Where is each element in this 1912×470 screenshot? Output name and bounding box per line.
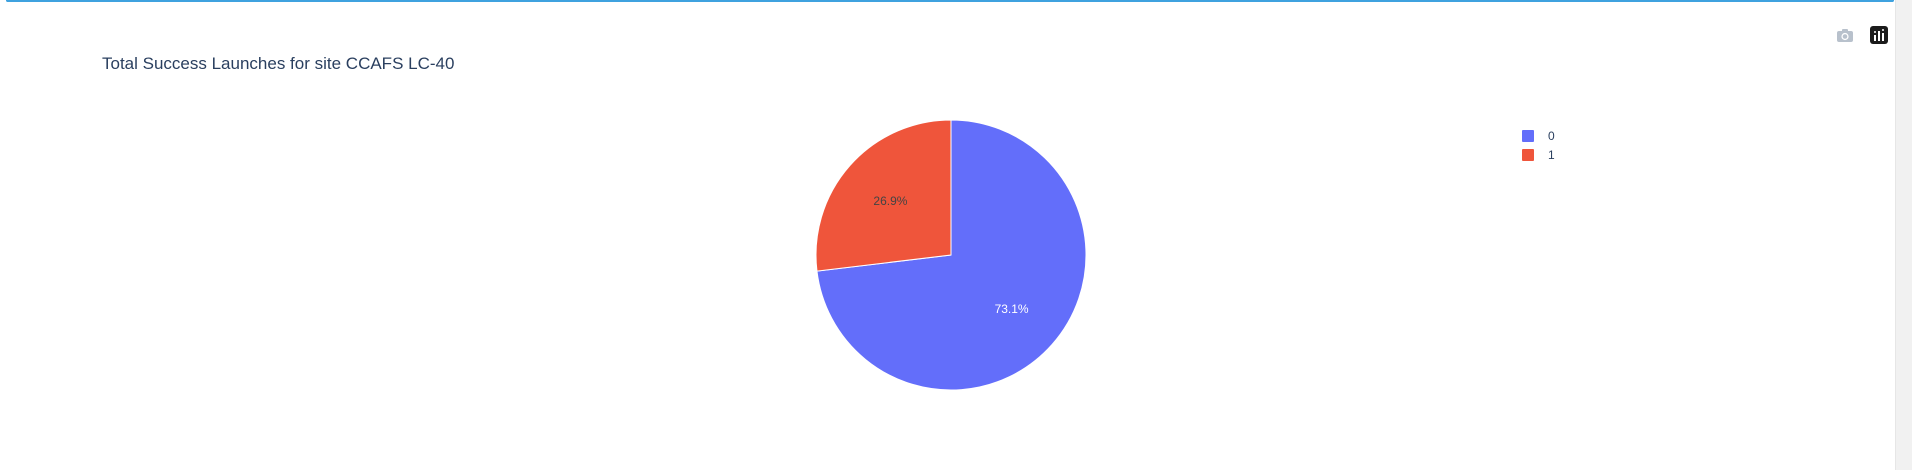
camera-icon[interactable] — [1834, 24, 1856, 46]
slice-label-1: 26.9% — [873, 194, 907, 208]
legend-swatch — [1522, 148, 1534, 161]
chart-title: Total Success Launches for site CCAFS LC… — [102, 54, 455, 73]
pie-slice-1[interactable] — [815, 119, 952, 272]
legend-label: 0 — [1548, 128, 1555, 143]
legend-swatch — [1522, 129, 1534, 142]
legend-item-1[interactable]: 1 — [1522, 145, 1555, 164]
modebar — [1834, 24, 1890, 46]
vertical-scrollbar[interactable] — [1895, 0, 1912, 470]
plotly-logo-icon[interactable] — [1868, 24, 1890, 46]
legend-label: 1 — [1548, 147, 1555, 162]
top-frame-border — [6, 0, 1894, 2]
slice-label-0: 73.1% — [995, 302, 1029, 316]
legend-item-0[interactable]: 0 — [1522, 126, 1555, 145]
